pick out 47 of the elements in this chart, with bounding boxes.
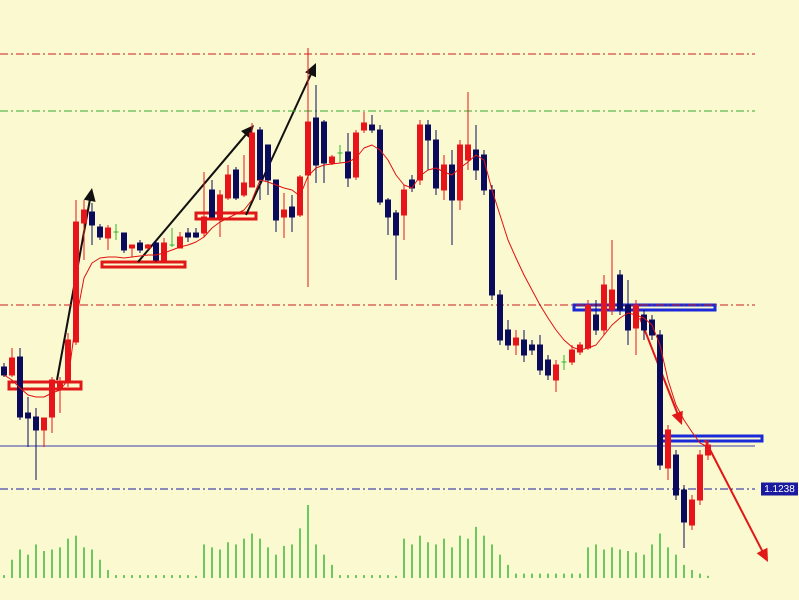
candlestick [89, 202, 95, 246]
candlestick [593, 300, 599, 336]
candlestick [561, 354, 567, 370]
candlestick [1, 362, 7, 378]
candlestick [521, 330, 527, 362]
candlestick [121, 232, 127, 254]
candlestick [513, 330, 519, 356]
candlestick [289, 194, 295, 232]
candlestick [201, 172, 207, 238]
candlestick [185, 228, 191, 242]
candlestick [129, 244, 135, 258]
candlestick [153, 240, 159, 262]
candlestick [81, 200, 87, 260]
candlestick [33, 408, 39, 480]
candlestick [97, 224, 103, 240]
candlestick [105, 224, 111, 250]
candlestick [393, 210, 399, 280]
text: 1.1238 [764, 484, 796, 495]
candlestick [281, 192, 287, 238]
candlestick [241, 154, 247, 198]
candlestick [369, 114, 375, 134]
candlestick [25, 396, 31, 448]
candlestick [329, 154, 335, 166]
candlestick [569, 344, 575, 366]
candlestick [177, 232, 183, 248]
candlestick [41, 418, 47, 448]
candlestick [137, 240, 143, 254]
candlestick [225, 164, 231, 200]
candlestick [505, 320, 511, 350]
candlestick [609, 240, 615, 316]
candlestick [161, 238, 167, 264]
candlestick [337, 144, 343, 164]
candlestick [217, 190, 223, 238]
candlestick [545, 354, 551, 380]
candlestick [553, 360, 559, 392]
candlestick [641, 310, 647, 340]
candlestick [633, 300, 639, 356]
candlestick [57, 376, 63, 414]
candlestick [113, 224, 119, 240]
candlestick [425, 120, 431, 170]
candlestick [385, 198, 391, 236]
candlestick [361, 112, 367, 134]
candlestick [529, 340, 535, 356]
candlestick [193, 228, 199, 238]
candlestick [473, 124, 479, 180]
candlestick [9, 348, 15, 378]
candlestick [169, 228, 175, 248]
